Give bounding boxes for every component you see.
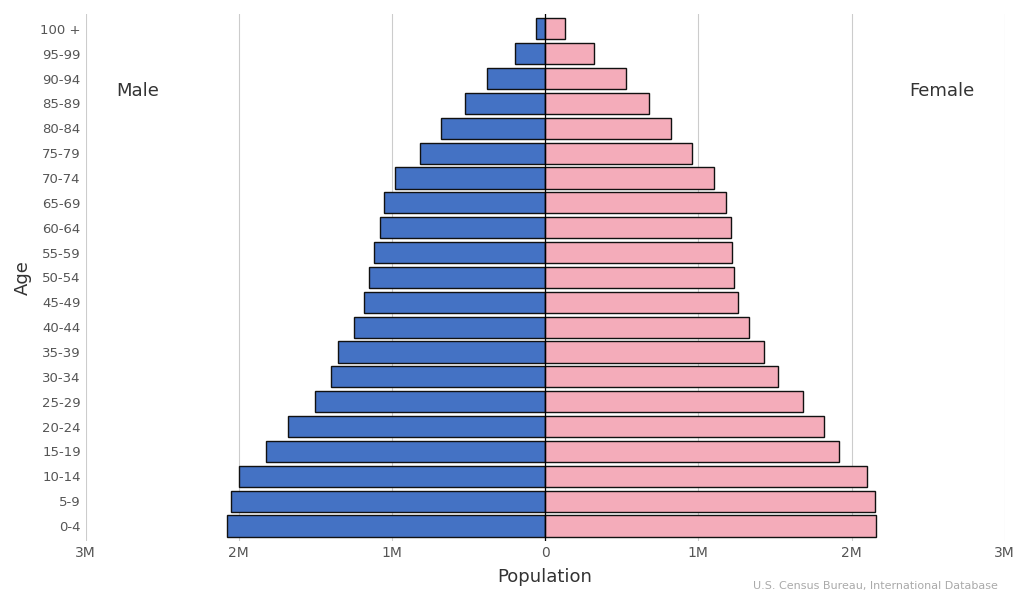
Bar	[288, 416, 545, 437]
Bar	[395, 167, 545, 188]
Bar	[545, 292, 738, 313]
Bar	[315, 391, 545, 412]
Bar	[545, 118, 671, 139]
Bar	[545, 416, 824, 437]
Bar	[545, 217, 731, 238]
Bar	[545, 466, 866, 487]
Bar	[545, 143, 693, 164]
Bar	[339, 341, 545, 362]
Bar	[545, 267, 734, 288]
Bar	[545, 167, 714, 188]
Text: Female: Female	[909, 82, 974, 100]
Bar	[545, 491, 875, 512]
Bar	[536, 18, 545, 40]
Bar	[226, 515, 545, 536]
Bar	[545, 341, 765, 362]
X-axis label: Population: Population	[498, 568, 593, 586]
Bar	[545, 391, 803, 412]
Bar	[267, 441, 545, 462]
Bar	[487, 68, 545, 89]
Bar	[545, 317, 749, 338]
Bar	[545, 93, 649, 114]
Bar	[420, 143, 545, 164]
Bar	[330, 366, 545, 388]
Bar	[380, 217, 545, 238]
Bar	[545, 441, 840, 462]
Y-axis label: Age: Age	[13, 260, 32, 295]
Bar	[239, 466, 545, 487]
Bar	[354, 317, 545, 338]
Bar	[545, 515, 876, 536]
Bar	[441, 118, 545, 139]
Bar	[465, 93, 545, 114]
Bar	[545, 192, 725, 214]
Text: U.S. Census Bureau, International Database: U.S. Census Bureau, International Databa…	[753, 581, 998, 591]
Bar	[374, 242, 545, 263]
Bar	[369, 267, 545, 288]
Bar	[364, 292, 545, 313]
Bar	[232, 491, 545, 512]
Bar	[545, 242, 732, 263]
Bar	[384, 192, 545, 214]
Bar	[545, 366, 778, 388]
Bar	[514, 43, 545, 64]
Bar	[545, 68, 627, 89]
Text: Male: Male	[116, 82, 159, 100]
Bar	[545, 18, 565, 40]
Bar	[545, 43, 594, 64]
